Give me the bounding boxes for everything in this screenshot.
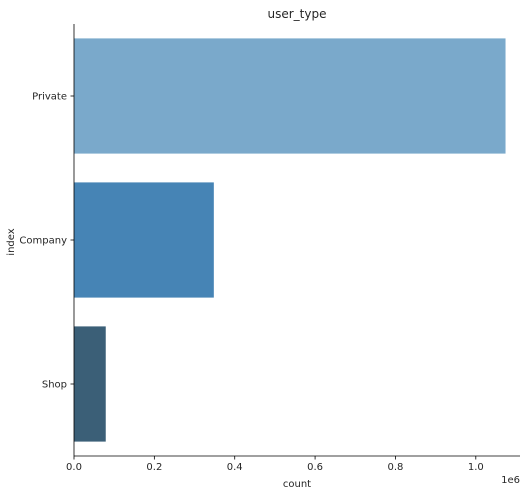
chart-title: user_type <box>268 7 327 21</box>
y-tick-label: Private <box>32 92 67 103</box>
x-axis-scale-label: 1e6 <box>501 475 520 486</box>
x-tick-label: 0.6 <box>307 462 323 473</box>
x-tick-label: 0.8 <box>387 462 403 473</box>
y-axis-label: index <box>6 228 17 255</box>
y-tick-label: Company <box>19 236 67 247</box>
x-tick-label: 0.4 <box>227 462 243 473</box>
bars-group <box>74 38 506 442</box>
bar-company <box>74 182 214 298</box>
y-axis-ticks: Private Company Shop <box>19 92 74 391</box>
x-axis-label: count <box>283 479 311 490</box>
bar-shop <box>74 326 106 442</box>
bar-private <box>74 38 506 154</box>
x-tick-label: 1.0 <box>468 462 484 473</box>
y-tick-label: Shop <box>42 380 67 391</box>
x-tick-label: 0.0 <box>66 462 82 473</box>
x-tick-label: 0.2 <box>146 462 162 473</box>
x-axis-ticks: 0.0 0.2 0.4 0.6 0.8 1.0 <box>66 456 484 473</box>
